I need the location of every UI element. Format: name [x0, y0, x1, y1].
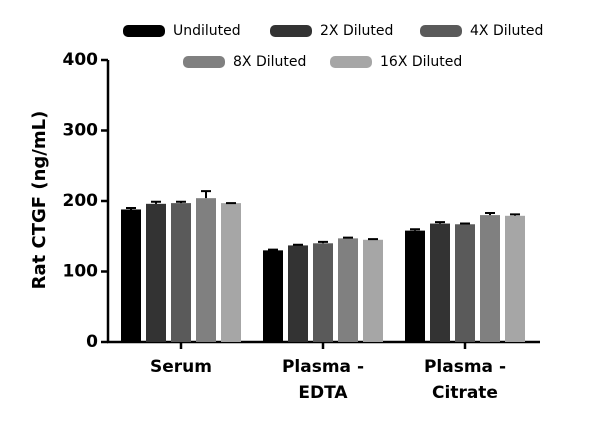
error-bar — [435, 221, 445, 224]
error-bar — [460, 222, 470, 225]
legend-label: Undiluted — [173, 23, 241, 39]
bar — [480, 215, 500, 342]
x-tick-label: Plasma - — [282, 357, 364, 377]
y-tick-label: 300 — [63, 121, 99, 141]
bar — [221, 203, 241, 342]
error-bar — [268, 248, 278, 251]
legend-label: 8X Diluted — [233, 54, 306, 70]
y-tick-label: 0 — [86, 332, 98, 352]
bar — [338, 238, 358, 342]
legend-label: 16X Diluted — [380, 54, 462, 70]
legend-swatch — [183, 56, 225, 68]
error-bar — [343, 236, 353, 239]
bar — [171, 203, 191, 342]
error-bar — [318, 240, 328, 244]
bar — [288, 245, 308, 342]
y-axis-title: Rat CTGF (ng/mL) — [29, 111, 50, 290]
bar — [405, 230, 425, 342]
y-tick-label: 400 — [63, 50, 99, 70]
x-tick-label: Plasma - — [424, 357, 506, 377]
bar — [455, 224, 475, 342]
y-tick-label: 200 — [63, 191, 99, 211]
legend-swatch — [270, 25, 312, 37]
bar — [505, 215, 525, 342]
legend-swatch — [123, 25, 165, 37]
bar — [313, 243, 333, 342]
bar — [363, 239, 383, 342]
legend-swatch — [420, 25, 462, 37]
bar — [430, 223, 450, 342]
legend-swatch — [330, 56, 372, 68]
error-bar — [368, 238, 378, 241]
error-bar — [485, 211, 495, 216]
legend-label: 2X Diluted — [320, 23, 393, 39]
error-bar — [510, 213, 520, 216]
error-bar — [176, 200, 186, 204]
x-tick-label: EDTA — [298, 383, 348, 403]
error-bar — [293, 243, 303, 246]
error-bar — [126, 207, 136, 210]
error-bar — [201, 190, 211, 199]
bar — [263, 250, 283, 342]
x-tick-label: Citrate — [432, 383, 498, 403]
bar — [146, 203, 166, 342]
bar — [196, 198, 216, 342]
x-tick-label: Serum — [150, 357, 212, 377]
y-tick-label: 100 — [63, 262, 99, 282]
error-bar — [151, 200, 161, 204]
error-bar — [410, 228, 420, 231]
bar — [121, 209, 141, 342]
legend-label: 4X Diluted — [470, 23, 543, 39]
